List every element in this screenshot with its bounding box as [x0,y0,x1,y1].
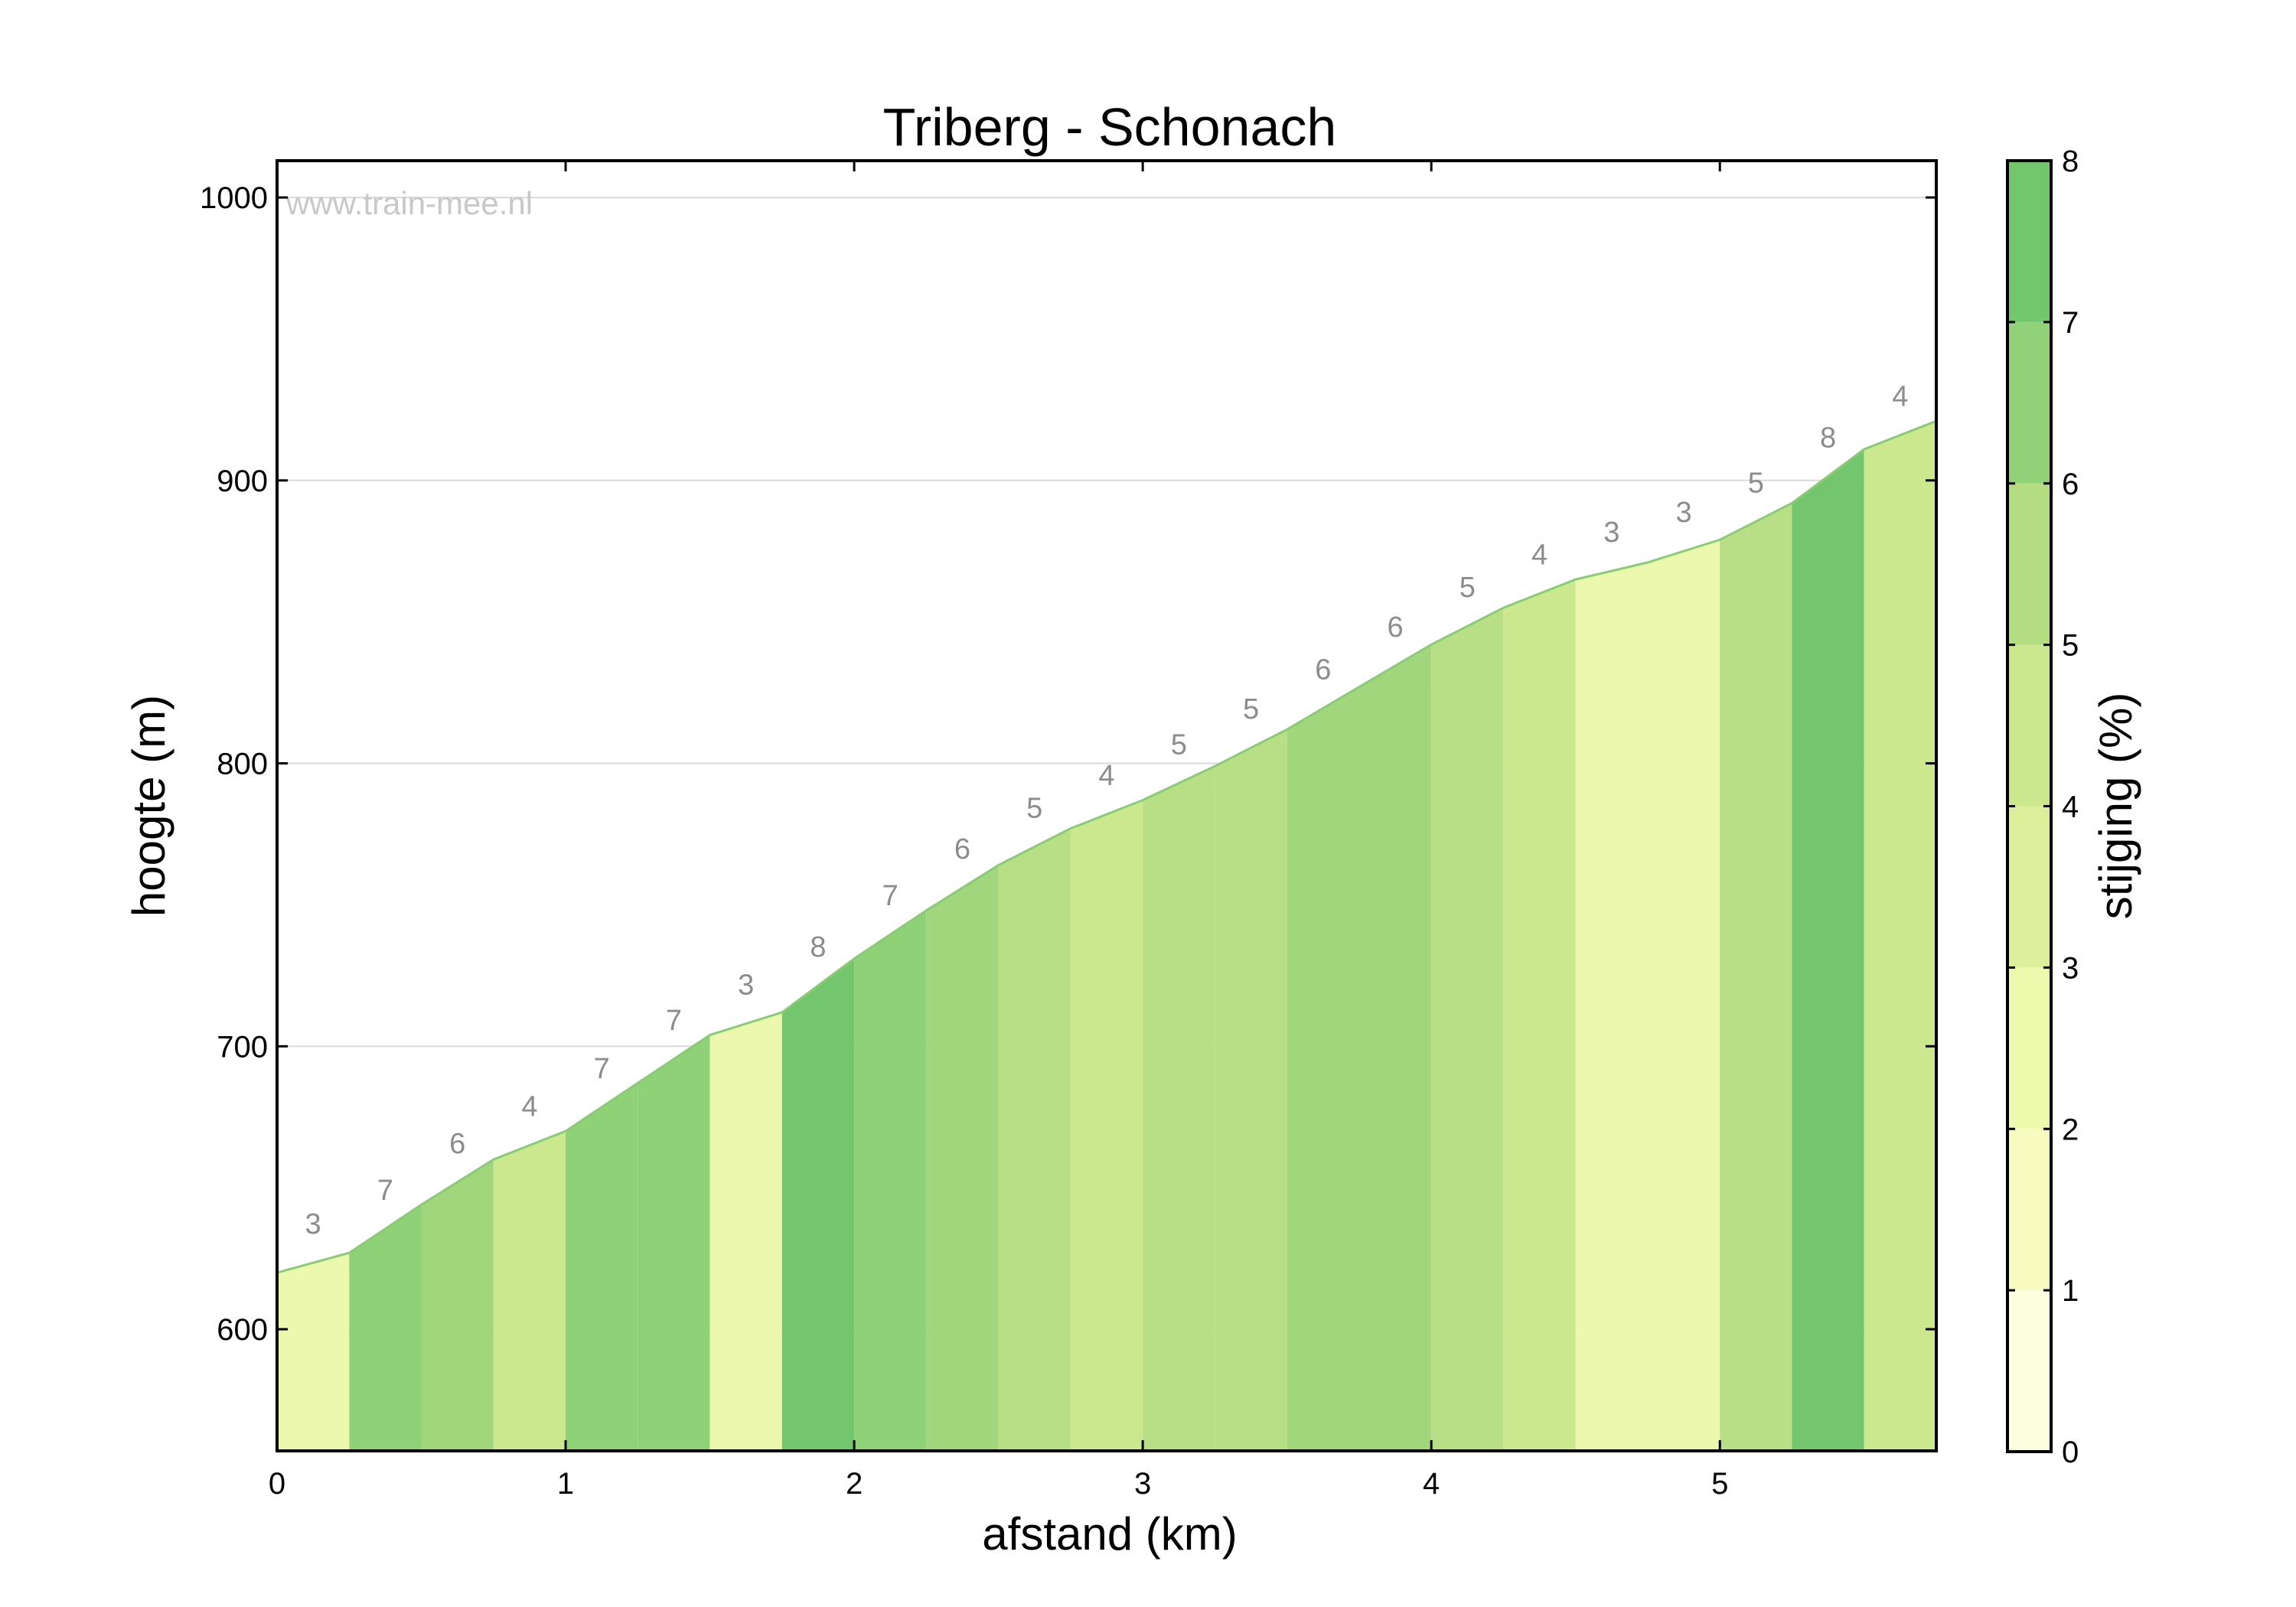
grade-label: 5 [1748,467,1764,499]
grade-segment [638,1035,710,1451]
grade-segment [277,1253,350,1451]
grade-segment [493,1131,566,1451]
grade-segment [709,1012,782,1451]
colorbar-band [2007,321,2051,484]
x-tick-label: 3 [1134,1467,1151,1501]
grade-label: 5 [1171,729,1187,761]
grade-segment [854,910,927,1451]
grade-segment [1287,686,1359,1451]
grade-segment [566,1083,638,1451]
grade-labels: 3 7 6 4 7 7 3 8 7 6 5 4 5 5 6 6 5 4 3 3 5 8 4 [305,381,1909,1240]
grade-segment [349,1204,422,1451]
grade-segment [421,1159,494,1451]
grade-segment [1431,608,1504,1452]
grade-label: 3 [1603,517,1619,549]
x-tick-label: 5 [1711,1467,1728,1501]
colorbar-tick-label: 6 [2062,468,2079,501]
grade-segment [1070,800,1143,1451]
grade-label: 8 [810,931,826,963]
y-tick-label: 600 [217,1313,268,1347]
colorbar-tick-label: 8 [2062,145,2079,178]
grade-label: 5 [1026,793,1042,825]
grade-label: 6 [449,1128,465,1160]
profile-line-group [276,419,1937,1274]
y-tick-label: 1000 [200,181,268,215]
colorbar-band [2007,161,2051,322]
grade-segment [1648,539,1720,1451]
grade-segment [1358,644,1432,1451]
y-tick-label: 700 [217,1030,268,1064]
x-axis-ticks: 0 1 2 3 4 5 [269,161,1728,1501]
grade-label: 7 [594,1053,610,1085]
colorbar-tick-label: 4 [2062,790,2079,824]
y-axis-label: hoogte (m) [123,695,174,917]
colorbar-tick-label: 5 [2062,629,2079,663]
grade-label: 6 [1315,654,1331,686]
grade-label: 3 [738,970,754,1002]
grade-label: 3 [1676,497,1692,529]
colorbar-band [2007,806,2051,968]
grade-segment [926,865,999,1451]
grade-label: 5 [1459,572,1476,604]
colorbar-band [2007,483,2051,645]
grade-label: 4 [1098,760,1114,792]
grade-label: 8 [1820,422,1836,454]
colorbar-band [2007,967,2051,1129]
grade-label: 5 [1243,693,1259,725]
x-tick-label: 4 [1423,1467,1440,1501]
grade-segment [1215,729,1287,1451]
colorbar-tick-label: 2 [2062,1113,2079,1146]
grade-segments [277,421,1936,1452]
x-tick-label: 0 [269,1467,285,1501]
grade-segment [1143,766,1215,1451]
grade-label: 7 [882,880,899,912]
grade-label: 4 [1531,539,1548,572]
grade-label: 6 [1387,611,1403,644]
plot-frame [276,159,1938,1452]
y-axis-ticks: 600 700 800 900 1000 [200,181,1936,1347]
colorbar-tick-label: 7 [2062,306,2079,340]
x-tick-label: 1 [557,1467,574,1501]
grade-label: 7 [666,1005,682,1037]
grade-segment [781,958,855,1451]
colorbar-tick-label: 3 [2062,951,2079,985]
grade-segment [1792,449,1864,1451]
grade-label: 4 [521,1091,537,1123]
grade-label: 6 [954,833,970,865]
grade-label: 3 [305,1208,321,1240]
grade-segment [1864,421,1936,1452]
x-tick-label: 2 [846,1467,863,1501]
grade-colorbar: 0 1 2 3 4 5 6 7 8 [2006,145,2079,1469]
profile-line [276,419,1937,1274]
colorbar-band [2007,1290,2051,1452]
colorbar-band [2007,1129,2051,1291]
x-axis-label: afstand (km) [982,1508,1237,1560]
colorbar-tick-label: 0 [2062,1436,2079,1469]
grade-segment [1503,579,1576,1452]
y-tick-label: 900 [217,464,268,498]
colorbar-label: stijging (%) [2090,693,2141,920]
grade-label: 4 [1892,381,1908,413]
watermark-text: www.train-mee.nl [285,185,533,221]
grade-segment [1720,503,1792,1451]
grade-segment [1575,562,1648,1451]
colorbar-band [2007,644,2051,807]
grade-label: 7 [377,1175,393,1207]
grade-segment [998,828,1071,1451]
chart-title: Triberg - Schonach [883,97,1337,157]
colorbar-tick-label: 1 [2062,1274,2079,1308]
y-tick-label: 800 [217,748,268,781]
